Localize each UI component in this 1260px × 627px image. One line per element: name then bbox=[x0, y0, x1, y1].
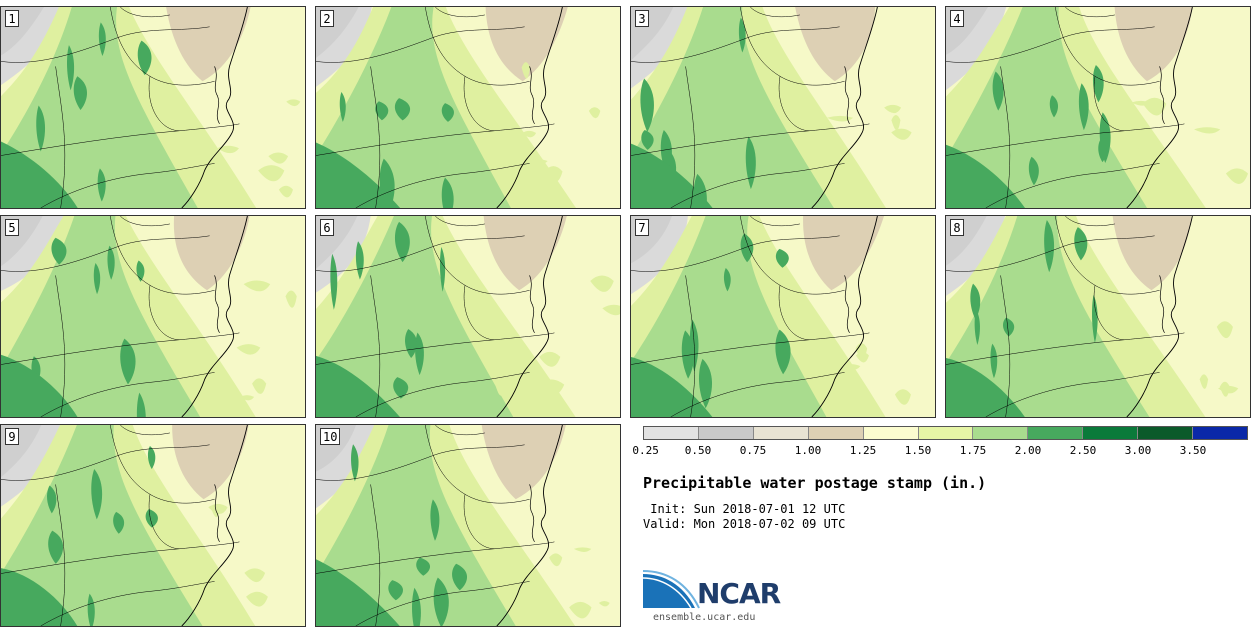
stamp-panel-8: 8 bbox=[945, 215, 1251, 418]
colorbar-tick-label: 3.00 bbox=[1124, 444, 1152, 457]
colorbar-segment bbox=[973, 427, 1029, 439]
colorbar-segment bbox=[698, 427, 754, 439]
colorbar-tick-label: 2.50 bbox=[1069, 444, 1097, 457]
colorbar-segment bbox=[753, 427, 809, 439]
stamp-panel-10: 10 bbox=[315, 424, 621, 627]
member-label: 6 bbox=[320, 219, 334, 236]
colorbar-segment bbox=[1138, 427, 1194, 439]
member-label: 8 bbox=[950, 219, 964, 236]
colorbar-tick-label: 1.50 bbox=[904, 444, 932, 457]
colorbar-segment bbox=[1083, 427, 1139, 439]
stamp-panel-6: 6 bbox=[315, 215, 621, 418]
colorbar-segment bbox=[808, 427, 864, 439]
stamp-panel-5: 5 bbox=[0, 215, 306, 418]
member-label: 7 bbox=[635, 219, 649, 236]
colorbar-segment bbox=[1193, 427, 1247, 439]
stamp-panel-1: 1 bbox=[0, 6, 306, 209]
colorbar bbox=[643, 426, 1248, 440]
colorbar-tick-label: 1.75 bbox=[959, 444, 987, 457]
member-label: 3 bbox=[635, 10, 649, 27]
colorbar-segment bbox=[644, 427, 699, 439]
member-label: 2 bbox=[320, 10, 334, 27]
logo-text: NCAR bbox=[697, 577, 781, 610]
member-label: 10 bbox=[320, 428, 341, 445]
stamp-panel-7: 7 bbox=[630, 215, 936, 418]
map-image bbox=[631, 216, 935, 417]
colorbar-tick-label: 1.00 bbox=[794, 444, 822, 457]
colorbar-ticks: 0.25 0.50 0.75 1.00 1.25 1.50 1.75 2.00 2.50 3.00… bbox=[632, 444, 1248, 458]
site-url: ensemble.ucar.edu bbox=[653, 612, 756, 623]
map-image bbox=[1, 7, 305, 208]
member-label: 1 bbox=[5, 10, 19, 27]
member-label: 4 bbox=[950, 10, 964, 27]
colorbar-tick-label: 0.75 bbox=[739, 444, 767, 457]
stamp-panel-2: 2 bbox=[315, 6, 621, 209]
colorbar-segment bbox=[863, 427, 919, 439]
init-time: Init: Sun 2018-07-01 12 UTC bbox=[643, 502, 846, 516]
map-image bbox=[1, 216, 305, 417]
member-label: 9 bbox=[5, 428, 19, 445]
colorbar-segment bbox=[918, 427, 974, 439]
map-image bbox=[946, 7, 1250, 208]
chart-title: Precipitable water postage stamp (in.) bbox=[643, 474, 987, 492]
colorbar-tick-label: 3.50 bbox=[1179, 444, 1207, 457]
map-image bbox=[316, 7, 620, 208]
colorbar-tick-label: 0.50 bbox=[684, 444, 712, 457]
stamp-panel-9: 9 bbox=[0, 424, 306, 627]
colorbar-tick-label: 1.25 bbox=[849, 444, 877, 457]
member-label: 5 bbox=[5, 219, 19, 236]
stamp-panel-4: 4 bbox=[945, 6, 1251, 209]
colorbar-tick-label: 0.25 bbox=[632, 444, 659, 457]
map-image bbox=[1, 425, 305, 626]
valid-time: Valid: Mon 2018-07-02 09 UTC bbox=[643, 517, 846, 531]
colorbar-tick-label: 2.00 bbox=[1014, 444, 1042, 457]
map-image bbox=[631, 7, 935, 208]
colorbar-segment bbox=[1028, 427, 1084, 439]
map-image bbox=[316, 425, 620, 626]
stamp-panel-3: 3 bbox=[630, 6, 936, 209]
map-image bbox=[946, 216, 1250, 417]
map-image bbox=[316, 216, 620, 417]
ncar-logo-icon bbox=[643, 570, 700, 609]
